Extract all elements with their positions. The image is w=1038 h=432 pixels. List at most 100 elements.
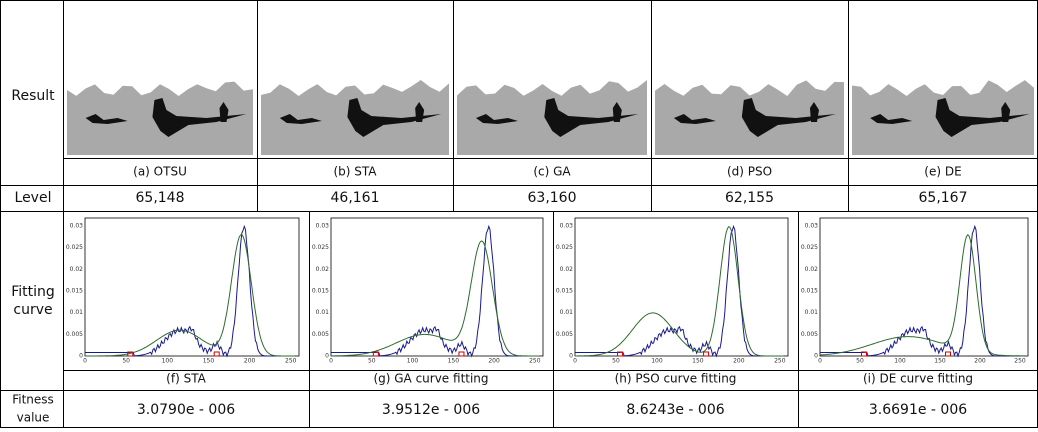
segmented-image [852, 80, 1034, 155]
level-value: 65,148 [136, 190, 185, 206]
image-caption: (b) STA [333, 165, 377, 179]
x-tick-label: 250 [774, 358, 786, 365]
y-tick-label: 0 [814, 353, 818, 360]
y-tick-label: 0.025 [312, 244, 329, 251]
curve-caption: (g) GA curve fitting [373, 372, 488, 386]
fitting-curve-plot: 0.03 0.025 0.02 0.015 0.01 0.005 00 50 100 150 200… [66, 217, 300, 365]
y-tick-label: 0.015 [556, 288, 573, 295]
segmented-image [67, 81, 253, 155]
x-tick-label: 200 [488, 358, 500, 365]
x-tick-label: 50 [856, 358, 864, 365]
fitted-curve [575, 226, 784, 357]
y-tick-label: 0.015 [801, 288, 818, 295]
y-tick-label: 0.02 [805, 266, 819, 273]
fitness-value: 3.9512e - 006 [382, 402, 480, 418]
row-label: curve [13, 302, 52, 318]
y-tick-label: 0.01 [70, 309, 84, 316]
x-tick-label: 250 [1014, 358, 1026, 365]
y-tick-label: 0.025 [801, 244, 818, 251]
curve-caption: (h) PSO curve fitting [615, 372, 737, 386]
image-object [673, 114, 716, 124]
threshold-marker [213, 351, 220, 357]
y-tick-label: 0.01 [560, 309, 574, 316]
y-tick-label: 0.03 [560, 223, 574, 230]
image-object [85, 114, 128, 124]
x-tick-label: 50 [368, 358, 376, 365]
fitting-curve-plot: 0.03 0.025 0.02 0.015 0.01 0.005 00 50 100 150 200… [801, 217, 1029, 365]
fitted-curve [85, 234, 295, 357]
x-tick-label: 50 [612, 358, 620, 365]
image-object [347, 98, 442, 137]
histogram-curve [331, 224, 539, 358]
level-value: 62,155 [725, 190, 774, 206]
image-caption: (d) PSO [727, 165, 772, 179]
image-object [476, 114, 518, 124]
y-tick-label: 0.005 [66, 331, 83, 338]
threshold-marker [458, 351, 465, 357]
y-tick-label: 0.01 [805, 309, 819, 316]
image-caption: (c) GA [533, 165, 571, 179]
segmented-image [655, 80, 844, 155]
histogram-curve [85, 224, 295, 358]
y-tick-label: 0.005 [801, 331, 818, 338]
x-tick-label: 100 [651, 358, 663, 365]
x-tick-label: 150 [203, 358, 215, 365]
image-object [544, 98, 639, 137]
image-object [415, 102, 425, 122]
threshold-marker [617, 351, 624, 357]
image-object [809, 102, 819, 122]
y-tick-label: 0.015 [66, 288, 83, 295]
segmented-image [457, 80, 647, 155]
x-tick-label: 200 [974, 358, 986, 365]
y-tick-label: 0.03 [316, 223, 330, 230]
fitted-curve [819, 234, 1024, 357]
threshold-marker [127, 351, 134, 357]
x-tick-label: 250 [285, 358, 297, 365]
image-object [935, 98, 1030, 137]
threshold-marker [703, 351, 710, 357]
row-label: Fitness [12, 393, 54, 407]
image-object [741, 98, 836, 137]
plot-frame [819, 217, 1029, 357]
x-tick-label: 0 [83, 358, 87, 365]
plot-frame [574, 217, 789, 357]
x-tick-label: 100 [162, 358, 174, 365]
histogram-curve [820, 224, 1024, 358]
y-tick-label: 0 [325, 353, 329, 360]
image-object [219, 102, 229, 122]
plot-frame [330, 217, 544, 357]
image-object [152, 98, 247, 137]
x-tick-label: 0 [573, 358, 577, 365]
plot-frame [84, 217, 300, 357]
curve-caption: (f) STA [166, 372, 206, 386]
x-tick-label: 150 [934, 358, 946, 365]
fitting-curve-plot: 0.03 0.025 0.02 0.015 0.01 0.005 00 50 100 150 200… [556, 217, 789, 365]
row-label: Result [11, 88, 55, 104]
x-tick-label: 0 [818, 358, 822, 365]
image-object [1001, 102, 1011, 122]
x-tick-label: 100 [407, 358, 419, 365]
y-tick-label: 0.025 [66, 244, 83, 251]
image-caption: (e) DE [924, 165, 961, 179]
fitted-curve [331, 240, 539, 357]
threshold-marker [372, 351, 379, 357]
segmented-image [261, 80, 449, 155]
level-value: 65,167 [919, 190, 968, 206]
y-tick-label: 0.03 [805, 223, 819, 230]
level-value: 63,160 [528, 190, 577, 206]
row-label: Level [15, 190, 52, 206]
fitting-curve-plot: 0.03 0.025 0.02 0.015 0.01 0.005 00 50 100 150 200… [312, 217, 544, 365]
y-tick-label: 0.02 [560, 266, 574, 273]
histogram-curve [575, 224, 784, 358]
x-tick-label: 100 [894, 358, 906, 365]
x-tick-label: 150 [448, 358, 460, 365]
y-tick-label: 0 [569, 353, 573, 360]
threshold-marker [861, 351, 867, 357]
image-object [870, 114, 913, 124]
y-tick-label: 0.02 [70, 266, 84, 273]
fitness-value: 3.6691e - 006 [869, 402, 967, 418]
threshold-marker [945, 351, 951, 357]
y-tick-label: 0.015 [312, 288, 329, 295]
y-tick-label: 0.01 [316, 309, 330, 316]
